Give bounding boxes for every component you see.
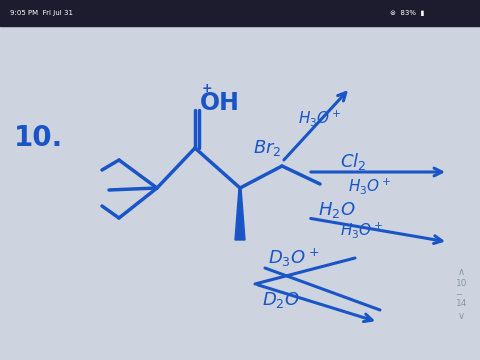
Text: ∧: ∧ [458, 267, 465, 277]
Text: $H_3O^+$: $H_3O^+$ [348, 176, 392, 196]
Text: ∨: ∨ [458, 311, 465, 321]
Text: +: + [202, 81, 213, 95]
Text: 14: 14 [456, 300, 468, 309]
Polygon shape [235, 188, 245, 240]
Text: OH: OH [200, 91, 240, 115]
Text: ⊜  83%  ▮: ⊜ 83% ▮ [390, 10, 424, 16]
Text: $H_3O^+$: $H_3O^+$ [340, 220, 384, 240]
Text: 10: 10 [456, 279, 468, 288]
Text: 9:05 PM  Fri Jul 31: 9:05 PM Fri Jul 31 [10, 10, 73, 16]
Text: $H_3O^+$: $H_3O^+$ [298, 108, 342, 128]
Text: $D_3O^+$: $D_3O^+$ [268, 247, 320, 269]
Text: ─: ─ [456, 289, 461, 298]
Bar [0, 0, 480, 26]
Text: $Cl_2$: $Cl_2$ [340, 150, 366, 171]
Text: $H_2O$: $H_2O$ [318, 200, 356, 220]
Text: $D_2O$: $D_2O$ [262, 290, 300, 310]
Text: $Br_2$: $Br_2$ [253, 138, 281, 158]
Text: 10.: 10. [14, 124, 63, 152]
